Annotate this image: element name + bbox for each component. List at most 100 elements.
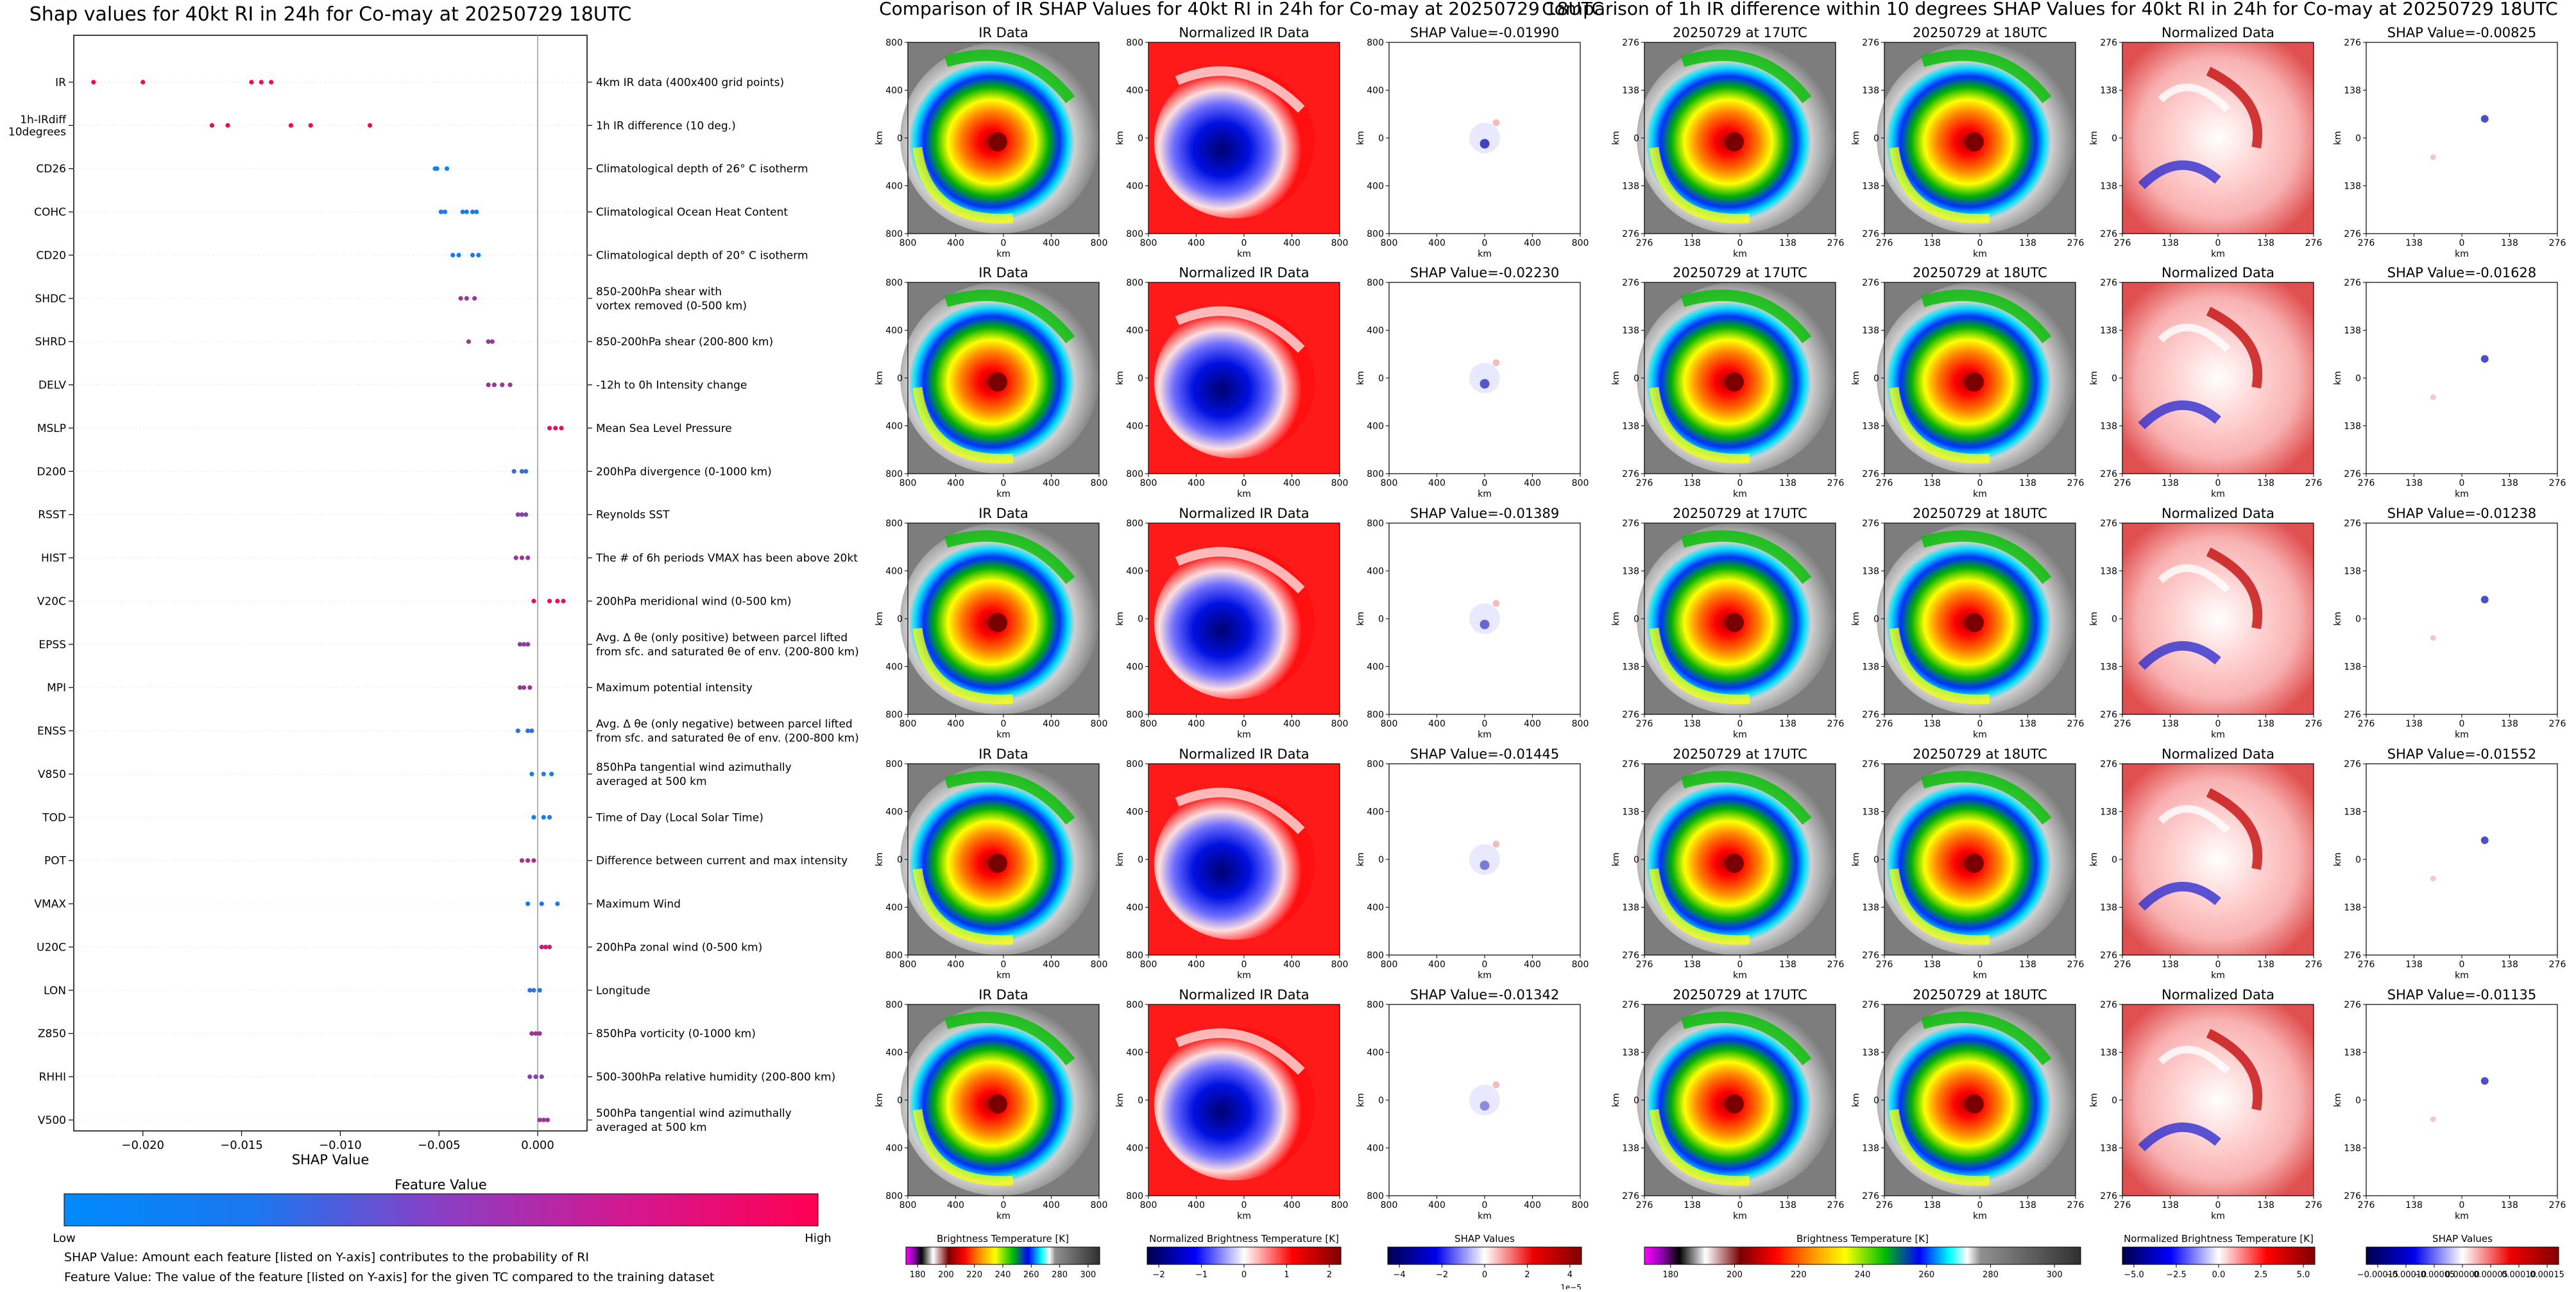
y-tick-label: 276 (1622, 229, 1639, 239)
y-tick-label: 276 (2100, 519, 2117, 529)
x-tick-label: 400 (947, 1200, 964, 1210)
x-axis-unit: km (996, 970, 1011, 981)
irdiff-ir-image-core (1965, 1094, 1984, 1114)
shap-point (537, 1117, 542, 1123)
y-tick-label: 276 (2100, 1000, 2117, 1010)
colorbar-tick-label: 2 (1327, 1270, 1332, 1280)
x-tick-label: 0 (1241, 238, 1247, 248)
x-tick-label: 276 (2549, 238, 2566, 248)
shap-point (525, 555, 531, 560)
y-tick-label: 138 (2344, 326, 2361, 336)
x-tick-label: 276 (2114, 238, 2131, 248)
x-tick-label: 276 (1876, 478, 1893, 488)
x-axis-unit: km (996, 730, 1011, 740)
feature-name-label: U20C (37, 941, 66, 954)
y-tick-label: 138 (2100, 1144, 2117, 1154)
y-tick-label: 400 (885, 903, 903, 913)
shap-point (527, 1074, 533, 1080)
y-tick-label: 0 (2111, 1096, 2117, 1106)
colorbar-tick-label: 180 (1662, 1270, 1678, 1280)
x-axis-unit: km (1237, 249, 1251, 259)
y-axis-unit: km (1851, 852, 1861, 866)
irdiff-ir-image-core (1965, 372, 1984, 392)
x-tick-label: 0 (2215, 960, 2221, 970)
x-tick-label: 400 (1524, 1200, 1541, 1210)
colorbar-tick-label: −0.00010 (2385, 1270, 2427, 1280)
y-tick-label: 276 (2100, 1191, 2117, 1202)
feature-description-label: 500-300hPa relative humidity (200-800 km… (596, 1071, 835, 1084)
x-tick-label: 800 (1091, 1200, 1108, 1210)
x-axis-unit: km (1733, 1211, 1747, 1221)
y-tick-label: 800 (1367, 710, 1384, 720)
x-tick-label: 0 (1001, 960, 1007, 970)
ir-shap-colorbar (1387, 1246, 1582, 1265)
x-tick-label: 138 (2162, 1200, 2179, 1210)
normalized-ir-image-band (1175, 1028, 1305, 1075)
x-tick-label: 0 (1001, 238, 1007, 248)
x-tick-label: 276 (1636, 238, 1653, 248)
x-tick-label: 0 (1482, 238, 1488, 248)
x-tick-label: 400 (1188, 960, 1205, 970)
ir-normalized-colorbar-label: Normalized Brightness Temperature [K] (1149, 1233, 1339, 1245)
x-tick-label: 400 (1283, 238, 1301, 248)
y-axis-unit: km (2089, 852, 2099, 866)
y-tick-label: 138 (1862, 326, 1879, 336)
x-tick-label: 138 (2405, 719, 2423, 729)
ir-image-core (988, 854, 1007, 873)
subplot-title: SHAP Value=-0.01135 (2387, 987, 2537, 1003)
feature-description-label: from sfc. and saturated θe of env. (200-… (596, 646, 859, 659)
x-tick-label: 276 (1876, 960, 1893, 970)
y-tick-label: 800 (1126, 951, 1143, 961)
x-tick-label: 276 (2114, 719, 2131, 729)
irdiff-ir-image-core (1725, 613, 1744, 632)
y-tick-label: 138 (1622, 567, 1639, 577)
subplot-title: 20250729 at 17UTC (1673, 265, 1807, 280)
feature-name-label: COHC (34, 206, 66, 219)
shap-point (486, 339, 491, 344)
y-tick-label: 276 (1862, 1191, 1879, 1202)
y-tick-label: 138 (2344, 903, 2361, 913)
x-tick-label: 138 (1923, 960, 1941, 970)
y-tick-label: 0 (1138, 1096, 1143, 1106)
ir-image-rainband (912, 146, 1014, 224)
feature-description-label: Time of Day (Local Solar Time) (595, 811, 763, 824)
y-tick-label: 276 (2100, 951, 2117, 961)
x-tick-label: 400 (947, 238, 964, 248)
x-tick-label: 276 (1827, 478, 1845, 488)
irdiff-normalized-image-band (2138, 881, 2221, 911)
x-tick-label: −0.005 (418, 1139, 461, 1152)
feature-description-label: averaged at 500 km (596, 1121, 707, 1134)
shap-point (470, 252, 475, 258)
x-axis-unit: km (1733, 970, 1747, 981)
x-tick-label: 138 (2162, 960, 2179, 970)
x-tick-label: −0.015 (220, 1139, 263, 1152)
y-tick-label: 800 (1126, 469, 1143, 479)
feature-description-label: Avg. Δ θe (only negative) between parcel… (596, 718, 853, 731)
y-tick-label: 800 (1126, 1000, 1143, 1010)
x-tick-label: 400 (1283, 960, 1301, 970)
shap-point (464, 209, 469, 214)
x-tick-label: 276 (1827, 719, 1845, 729)
y-tick-label: 400 (1367, 182, 1384, 192)
x-tick-label: 276 (1636, 960, 1653, 970)
y-tick-label: 276 (1862, 229, 1879, 239)
shap-point (561, 598, 566, 604)
irdiff-ir-image-rainband (1649, 627, 1750, 705)
ir-shap-image-blob (1469, 844, 1500, 875)
y-tick-label: 800 (885, 1191, 903, 1202)
irdiff-ir-image-rainband (1889, 146, 1990, 224)
irdiff-shap-image-background (2366, 42, 2557, 234)
x-tick-label: 400 (1428, 1200, 1446, 1210)
colorbar-high-label: High (805, 1232, 831, 1245)
y-axis-unit: km (1115, 131, 1125, 145)
subplot-title: Normalized Data (2162, 265, 2274, 280)
y-tick-label: 400 (1126, 662, 1143, 673)
irdiff-ir-image-rainband (1921, 1012, 2052, 1065)
shap-point (450, 252, 456, 258)
x-axis-unit: km (2211, 970, 2225, 981)
x-tick-label: 800 (900, 960, 917, 970)
feature-description-label: -12h to 0h Intensity change (596, 379, 747, 392)
x-tick-label: 0 (1977, 960, 1983, 970)
colorbar-tick-label: 0.00015 (2530, 1270, 2564, 1280)
